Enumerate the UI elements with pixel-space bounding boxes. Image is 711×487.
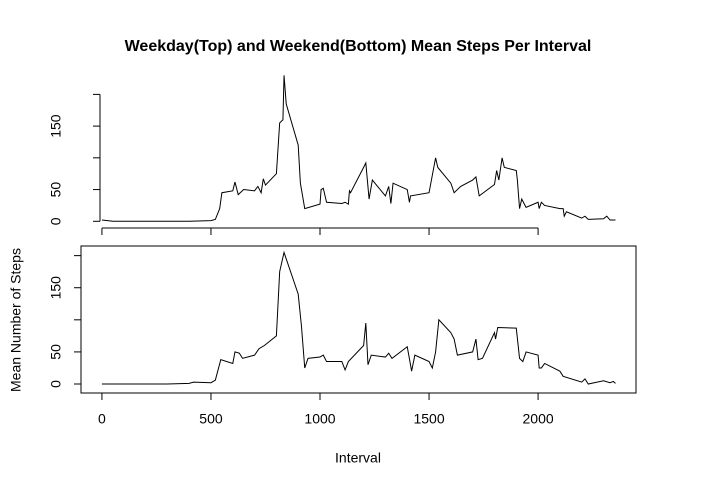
- x-tick-label: 2000: [523, 411, 554, 427]
- series-line: [101, 75, 616, 222]
- y-tick-label: 0: [48, 217, 64, 225]
- y-tick-label: 150: [48, 114, 64, 138]
- series-line: [101, 250, 616, 385]
- y-tick-label: 50: [48, 182, 64, 198]
- x-tick-label: 500: [199, 411, 223, 427]
- x-tick-label: 1000: [304, 411, 335, 427]
- y-tick-label: 50: [48, 344, 64, 360]
- x-tick-label: 1500: [413, 411, 444, 427]
- y-axis-label: Mean Number of Steps: [8, 248, 24, 392]
- y-tick-label: 150: [48, 276, 64, 300]
- x-tick-label: 0: [98, 411, 106, 427]
- y-tick-label: 0: [48, 380, 64, 388]
- x-axis-label: Interval: [335, 450, 381, 466]
- chart-title: Weekday(Top) and Weekend(Bottom) Mean St…: [125, 38, 592, 55]
